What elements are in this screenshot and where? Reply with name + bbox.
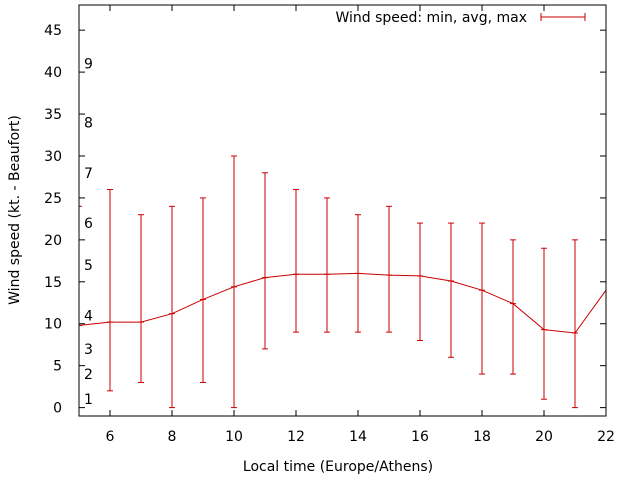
beaufort-label-group: 1 2 3 4 5 6 7 8 9 xyxy=(84,57,93,409)
plot-frame xyxy=(78,4,607,417)
x-tick-label: 6 xyxy=(106,429,115,445)
legend: Wind speed: min, avg, max xyxy=(335,10,586,26)
x-tick-label: 10 xyxy=(225,429,243,445)
x-tick-label: 8 xyxy=(168,429,177,445)
beaufort-label: 2 xyxy=(84,367,93,383)
y-tick-label: 15 xyxy=(44,275,62,291)
x-axis-label: Local time (Europe/Athens) xyxy=(243,459,433,475)
y-tick-label: 10 xyxy=(44,317,62,333)
series-avg-line xyxy=(78,272,607,334)
x-tick-label: 14 xyxy=(349,429,367,445)
x-tick-label: 22 xyxy=(597,429,615,445)
beaufort-label: 6 xyxy=(84,216,93,232)
x-tick-label: 12 xyxy=(287,429,305,445)
y-tick-label: 30 xyxy=(44,149,62,165)
x-tick-label: 18 xyxy=(473,429,491,445)
y-axis-label: Wind speed (kt. - Beaufort) xyxy=(7,115,23,305)
y-tick-label: 40 xyxy=(44,65,62,81)
y-tick-label: 25 xyxy=(44,191,62,207)
y-tick-label: 20 xyxy=(44,233,62,249)
beaufort-label: 3 xyxy=(84,342,93,358)
error-bar-group xyxy=(78,155,578,409)
legend-label: Wind speed: min, avg, max xyxy=(335,10,527,26)
x-tick-group: 6 8 10 12 14 16 18 20 22 xyxy=(106,5,615,445)
beaufort-label: 8 xyxy=(84,115,93,131)
y-tick-label: 35 xyxy=(44,107,62,123)
series-line-group xyxy=(78,272,607,334)
y-tick-label: 5 xyxy=(53,359,62,375)
beaufort-label: 5 xyxy=(84,258,93,274)
beaufort-label: 7 xyxy=(84,166,93,182)
beaufort-label: 1 xyxy=(84,392,93,408)
y-tick-label: 45 xyxy=(44,23,62,39)
x-tick-label: 16 xyxy=(411,429,429,445)
x-tick-label: 20 xyxy=(535,429,553,445)
beaufort-label: 4 xyxy=(84,308,93,324)
y-tick-label: 0 xyxy=(53,401,62,417)
beaufort-label: 9 xyxy=(84,57,93,73)
